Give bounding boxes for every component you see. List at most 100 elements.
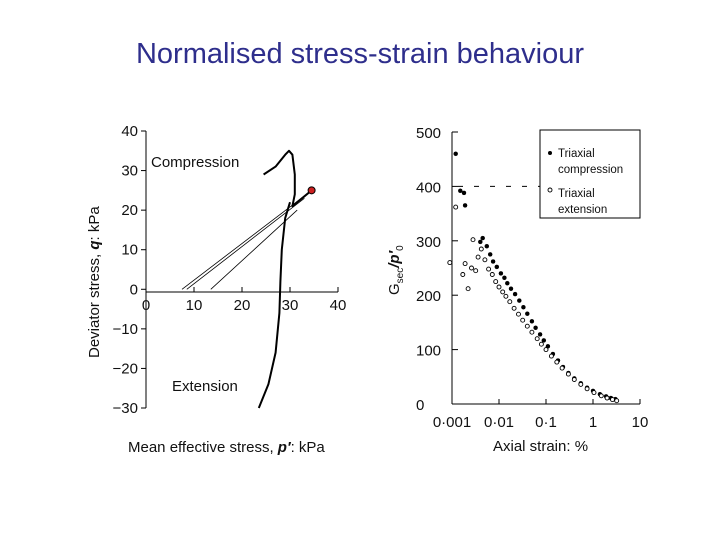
right-y-tick-label: 400 [416, 179, 441, 196]
extension-point [524, 323, 530, 329]
extension-point [460, 272, 466, 277]
extension-point [475, 254, 481, 260]
left-y-tick-label: 30 [121, 163, 138, 180]
compression-point [517, 298, 522, 303]
extension-point [578, 381, 584, 387]
right-y-axis-label: Gsec/p′0 [386, 245, 406, 295]
right-y-tick-label: 100 [416, 343, 441, 360]
extension-point [507, 299, 513, 305]
left-x-tick-label: 0 [142, 297, 150, 314]
compression-point [498, 271, 504, 276]
compression-point [529, 319, 535, 324]
left-x-axis-label: Mean effective stress, p′: kPa [128, 439, 325, 456]
legend-compression-line1: Triaxial [558, 148, 595, 160]
left-y-ticks: −30 −20 −10 0 10 20 30 40 [113, 123, 146, 417]
left-x-tick-label: 20 [234, 297, 251, 314]
current-state-marker [307, 186, 316, 195]
left-y-tick-label: −20 [113, 360, 138, 377]
extension-point [493, 279, 499, 285]
stress-path-line2 [186, 197, 305, 290]
extension-point [591, 390, 597, 396]
right-y-tick-label: 500 [416, 125, 441, 142]
left-x-tick-label: 10 [186, 297, 203, 314]
extension-point [503, 293, 509, 299]
right-y-tick-label: 300 [416, 234, 441, 251]
extension-point [598, 393, 604, 399]
extension-point [496, 284, 502, 290]
extension-point [559, 365, 565, 371]
compression-point [461, 190, 467, 196]
extension-point [614, 398, 620, 404]
left-series [181, 149, 313, 409]
extension-point [465, 286, 471, 292]
extension-point [470, 237, 476, 243]
compression-point [480, 235, 485, 241]
left-y-tick-label: 40 [121, 123, 138, 140]
right-x-tick-label: 0·1 [535, 414, 557, 431]
extension-point [478, 246, 484, 252]
compression-point [541, 338, 547, 343]
extension-point [534, 336, 540, 342]
left-y-tick-label: 20 [121, 202, 138, 219]
right-series [447, 151, 620, 404]
compression-point [505, 280, 510, 286]
compression-point [478, 239, 483, 245]
legend-extension-line2: extension [558, 204, 607, 216]
legend-extension-line1: Triaxial [558, 188, 595, 200]
extension-point [543, 347, 549, 353]
extension-point [447, 260, 453, 266]
extension-point [453, 204, 459, 210]
compression-point [484, 243, 490, 249]
stress-path-line1 [181, 190, 312, 290]
extension-point [511, 305, 517, 311]
legend-filled-marker [548, 151, 552, 155]
stiffness-chart: 0 100 200 300 400 500 0·001 0·01 0·1 1 10 Triaxia… [386, 125, 648, 455]
extension-point [469, 265, 474, 271]
right-y-tick-label: 200 [416, 288, 441, 305]
compression-point [494, 264, 500, 270]
extension-point [610, 397, 615, 403]
compression-point [458, 188, 463, 194]
right-x-tick-label: 10 [632, 414, 649, 431]
right-x-tick-label: 0·001 [433, 414, 471, 431]
left-y-tick-label: 10 [121, 242, 138, 259]
slide-title: Normalised stress-strain behaviour [135, 38, 585, 70]
compression-point [512, 291, 518, 297]
compression-point [521, 304, 526, 310]
extension-point [565, 371, 571, 377]
legend-compression-line2: compression [558, 164, 623, 176]
annotation-extension: Extension [172, 378, 238, 395]
compression-point [453, 151, 458, 157]
extension-point [489, 272, 495, 277]
extension-point [571, 377, 577, 382]
compression-point [462, 203, 468, 208]
right-y-ticks: 0 100 200 300 400 500 [416, 125, 540, 414]
right-x-tick-label: 0·01 [484, 414, 514, 431]
compression-point [502, 275, 507, 281]
annotation-compression: Compression [151, 154, 239, 171]
compression-point [487, 252, 493, 257]
right-x-ticks: 0·001 0·01 0·1 1 10 [433, 399, 649, 431]
legend-box [539, 129, 641, 219]
left-y-axis-label: Deviator stress, q: kPa [86, 206, 103, 358]
left-y-tick-label: −10 [113, 321, 138, 338]
extension-point [554, 359, 560, 365]
extension-point [500, 289, 506, 295]
compression-point [525, 311, 530, 316]
left-y-tick-label: 0 [130, 281, 138, 298]
extension-point [604, 395, 610, 401]
extension-point [516, 311, 521, 317]
extension-point [584, 386, 590, 392]
left-x-tick-label: 40 [330, 297, 347, 314]
extension-point [529, 329, 535, 335]
left-x-tick-label: 30 [282, 297, 299, 314]
right-x-tick-label: 1 [589, 414, 597, 431]
compression-point [490, 259, 496, 264]
left-y-tick-label: −30 [113, 400, 138, 417]
extension-point [486, 266, 492, 272]
extension-point [482, 257, 488, 263]
stress-path-compression [263, 149, 313, 208]
right-y-tick-label: 0 [416, 397, 424, 414]
